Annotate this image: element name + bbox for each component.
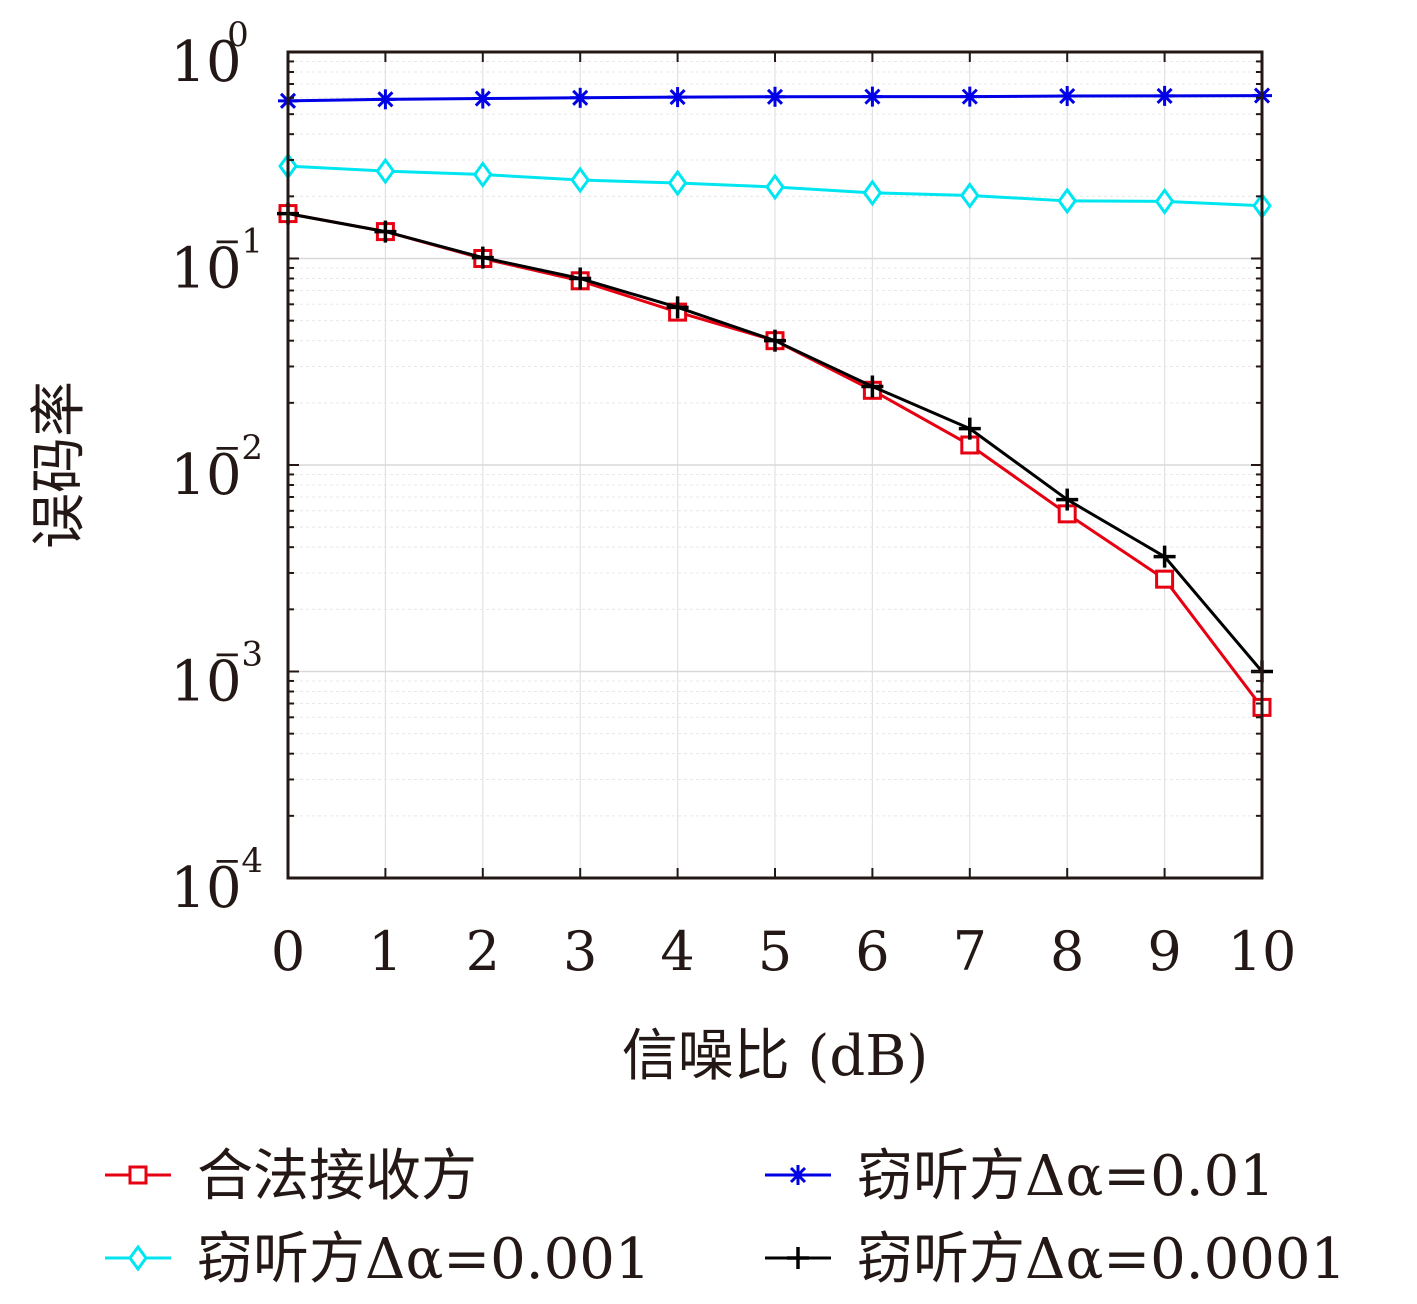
x-tick-label: 2 xyxy=(466,920,500,983)
legend-marker xyxy=(787,1247,809,1269)
legend-label: 窃听方Δα=0.01 xyxy=(857,1144,1275,1209)
data-point xyxy=(765,86,785,107)
data-point xyxy=(862,86,883,107)
x-tick-label: 10 xyxy=(1228,920,1297,983)
data-point xyxy=(375,157,396,185)
data-point xyxy=(570,87,591,108)
x-tick-label: 8 xyxy=(1050,920,1084,983)
y-tick-label: 10 xyxy=(170,30,241,95)
series-3 xyxy=(278,152,1272,220)
x-tick-label: 3 xyxy=(563,920,597,983)
x-tick-label: 6 xyxy=(855,920,889,983)
legend-item: 窃听方Δα=0.001 xyxy=(105,1227,651,1292)
legend-marker xyxy=(128,1244,148,1272)
y-tick-exponent: −1 xyxy=(213,222,263,262)
legend-item: 合法接收方 xyxy=(105,1144,477,1209)
data-point xyxy=(1154,187,1175,215)
y-tick-label: 10 xyxy=(170,650,241,715)
y-tick-label: 10 xyxy=(170,237,241,302)
y-tick-label: 10 xyxy=(170,443,241,508)
data-point xyxy=(1154,85,1175,106)
data-point xyxy=(472,88,493,109)
y-axis-title: 误码率 xyxy=(27,381,92,549)
data-point xyxy=(1057,187,1078,215)
legend-item: 窃听方Δα=0.0001 xyxy=(765,1227,1346,1292)
data-point xyxy=(471,246,494,269)
data-point xyxy=(570,166,591,194)
y-tick-label: 10 xyxy=(170,856,241,921)
data-point xyxy=(472,160,493,189)
legend-label: 窃听方Δα=0.0001 xyxy=(857,1227,1346,1292)
y-tick-exponent: −4 xyxy=(213,841,263,881)
x-axis-title: 信噪比 (dB) xyxy=(622,1024,929,1089)
data-point xyxy=(861,375,884,398)
x-tick-label: 4 xyxy=(660,920,694,983)
axis-ticks xyxy=(287,52,1263,879)
legend-marker xyxy=(788,1165,808,1185)
x-tick-label: 1 xyxy=(368,920,402,983)
data-point xyxy=(1153,545,1176,568)
y-tick-exponent: 0 xyxy=(227,15,249,55)
data-point xyxy=(959,181,980,209)
x-tick-label: 7 xyxy=(953,920,987,983)
data-point xyxy=(959,86,980,107)
x-tick-label: 9 xyxy=(1147,920,1181,983)
legend-label: 窃听方Δα=0.001 xyxy=(197,1227,651,1292)
data-point xyxy=(764,329,786,352)
data-point xyxy=(1056,488,1079,511)
data-point xyxy=(375,89,396,110)
x-tick-label: 5 xyxy=(758,920,792,983)
data-point xyxy=(958,417,981,440)
data-point xyxy=(1155,569,1175,589)
data-point xyxy=(862,179,883,207)
x-tick-labels: 0 1 2 3 4 5 6 7 8 9 10 xyxy=(271,920,1297,983)
data-point xyxy=(1057,86,1078,107)
data-point xyxy=(667,169,688,197)
data-point xyxy=(765,173,785,201)
data-point xyxy=(374,220,397,243)
data-point xyxy=(569,267,592,290)
x-tick-label: 0 xyxy=(271,920,305,983)
y-tick-exponent: −3 xyxy=(213,635,263,675)
data-point xyxy=(667,87,688,108)
legend: 合法接收方 窃听方Δα=0.01 窃听方Δα=0.001 窃听方Δα=0.0001 xyxy=(105,1144,1346,1292)
data-point xyxy=(666,296,689,319)
legend-label: 合法接收方 xyxy=(197,1144,477,1209)
legend-item: 窃听方Δα=0.01 xyxy=(765,1144,1275,1209)
legend-marker xyxy=(128,1165,148,1185)
y-tick-exponent: −2 xyxy=(213,428,263,468)
